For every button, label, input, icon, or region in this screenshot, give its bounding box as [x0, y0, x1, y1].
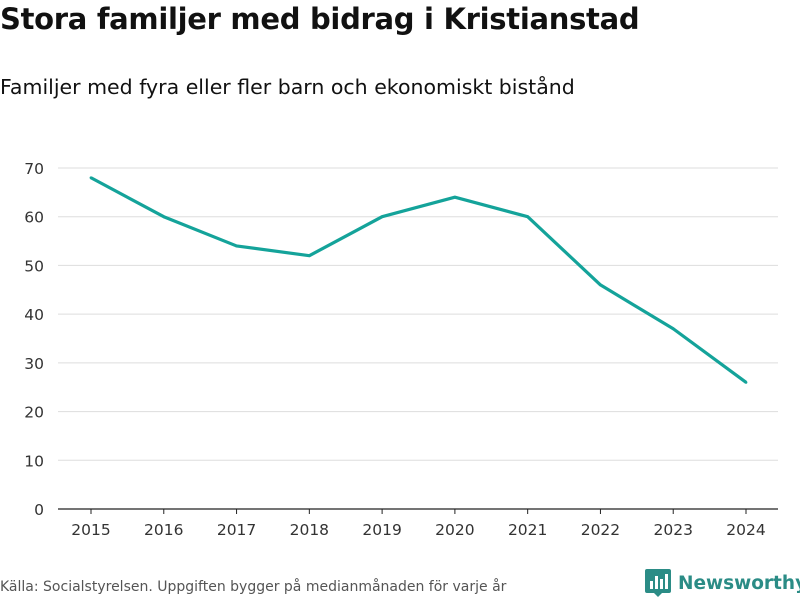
data-point — [453, 195, 457, 199]
y-tick-label: 40 — [24, 306, 44, 324]
x-tick-label: 2024 — [726, 521, 765, 539]
x-tick-label: 2020 — [435, 521, 474, 539]
data-point — [162, 215, 166, 219]
y-tick-label: 30 — [24, 355, 44, 373]
chart-title: Stora familjer med bidrag i Kristianstad — [0, 2, 640, 36]
data-point — [599, 283, 602, 287]
data-point — [744, 380, 748, 384]
brand-name: Newsworthy — [678, 572, 800, 594]
y-tick-label: 0 — [34, 501, 44, 519]
chart-subtitle: Familjer med fyra eller fler barn och ek… — [0, 75, 575, 99]
newsworthy-logo-icon — [645, 569, 671, 597]
x-tick-label: 2019 — [362, 521, 401, 539]
source-note: Källa: Socialstyrelsen. Uppgiften bygger… — [0, 579, 507, 595]
data-point — [89, 176, 93, 180]
data-point — [526, 215, 530, 219]
x-tick-label: 2017 — [217, 521, 256, 539]
y-tick-label: 10 — [24, 452, 44, 470]
x-tick-label: 2016 — [144, 521, 183, 539]
brand: Newsworthy — [644, 568, 800, 598]
data-point — [235, 244, 238, 248]
x-tick-label: 2021 — [508, 521, 547, 539]
y-tick-label: 70 — [24, 160, 44, 178]
x-tick-label: 2022 — [581, 521, 620, 539]
y-tick-label: 20 — [24, 404, 44, 422]
x-tick-label: 2023 — [653, 521, 692, 539]
x-tick-label: 2015 — [71, 521, 110, 539]
y-tick-label: 60 — [24, 209, 44, 227]
y-tick-label: 50 — [24, 257, 44, 275]
series-line — [90, 176, 747, 384]
data-point — [380, 215, 384, 219]
data-point — [671, 327, 675, 331]
x-tick-label: 2018 — [290, 521, 329, 539]
data-point — [307, 254, 311, 258]
